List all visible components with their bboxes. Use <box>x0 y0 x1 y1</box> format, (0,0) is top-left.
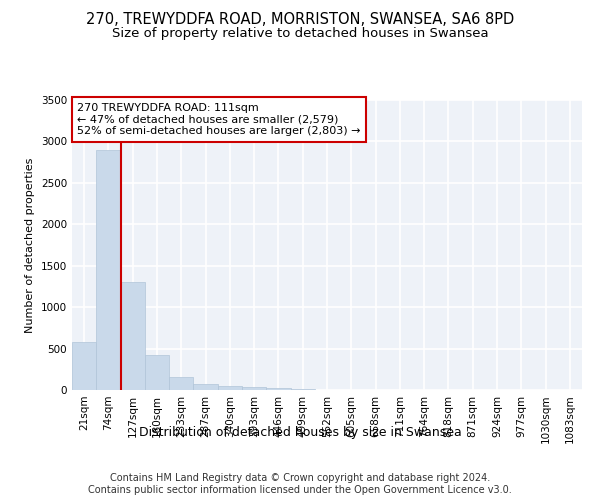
Bar <box>121 282 145 390</box>
Bar <box>72 342 96 390</box>
Text: 270, TREWYDDFA ROAD, MORRISTON, SWANSEA, SA6 8PD: 270, TREWYDDFA ROAD, MORRISTON, SWANSEA,… <box>86 12 514 28</box>
Text: Size of property relative to detached houses in Swansea: Size of property relative to detached ho… <box>112 28 488 40</box>
Bar <box>266 388 290 390</box>
Bar <box>218 386 242 390</box>
Y-axis label: Number of detached properties: Number of detached properties <box>25 158 35 332</box>
Bar <box>242 386 266 390</box>
Bar <box>145 355 169 390</box>
Bar <box>290 389 315 390</box>
Text: 270 TREWYDDFA ROAD: 111sqm
← 47% of detached houses are smaller (2,579)
52% of s: 270 TREWYDDFA ROAD: 111sqm ← 47% of deta… <box>77 103 361 136</box>
Text: Distribution of detached houses by size in Swansea: Distribution of detached houses by size … <box>139 426 461 439</box>
Bar <box>193 384 218 390</box>
Text: Contains HM Land Registry data © Crown copyright and database right 2024.
Contai: Contains HM Land Registry data © Crown c… <box>88 474 512 495</box>
Bar <box>169 376 193 390</box>
Bar <box>96 150 121 390</box>
